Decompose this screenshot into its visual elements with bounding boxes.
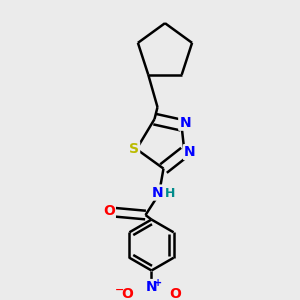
Text: O: O <box>169 287 181 300</box>
Text: N: N <box>179 116 191 130</box>
Text: N: N <box>184 145 196 159</box>
Text: N: N <box>146 280 157 294</box>
Text: O: O <box>103 203 115 218</box>
Text: −: − <box>115 285 124 295</box>
Text: H: H <box>165 187 176 200</box>
Text: O: O <box>122 287 134 300</box>
Text: S: S <box>129 142 139 156</box>
Text: +: + <box>154 278 162 288</box>
Text: N: N <box>152 186 163 200</box>
